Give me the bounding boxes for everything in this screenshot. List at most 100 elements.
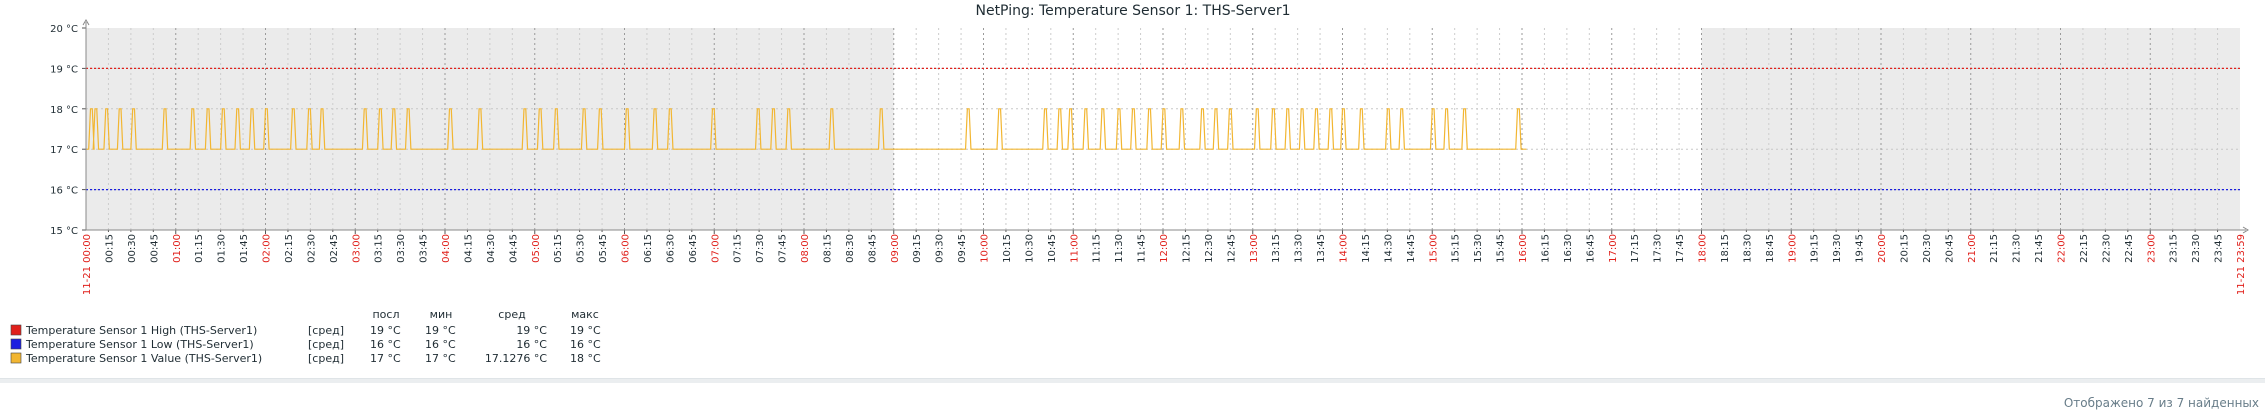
x-tick-label: 19:00 [1787,234,1798,263]
table-footer: Отображено 7 из 7 найденных [0,383,2265,414]
x-tick-label: 17:15 [1630,234,1641,263]
x-tick-label: 11:30 [1114,234,1125,263]
x-tick-label: 11-21 00:00 [82,234,93,295]
y-axis-arrow [82,19,90,26]
legend-min-value: 17 °C [425,352,456,365]
y-tick-label: 20 °C [50,24,78,35]
x-tick-label: 03:45 [419,234,430,263]
x-tick-label: 22:30 [2101,234,2112,263]
x-tick-label: 02:15 [284,234,295,263]
legend: посл мин сред макс Temperature Sensor 1 High… [10,308,601,365]
x-tick-label: 04:45 [508,234,519,263]
y-tick-label: 18 °C [50,105,78,116]
x-tick-label: 23:15 [2169,234,2180,263]
x-tick-label: 10:00 [980,234,991,263]
legend-function: [сред] [308,324,344,337]
x-tick-label: 05:45 [598,234,609,263]
x-tick-label: 12:00 [1159,234,1170,263]
legend-max-value: 18 °C [570,352,601,365]
x-tick-label: 15:00 [1428,234,1439,263]
x-tick-label: 05:15 [553,234,564,263]
legend-avg-value: 17.1276 °C [485,352,547,365]
x-tick-label: 20:30 [1922,234,1933,263]
x-tick-label: 08:30 [845,234,856,263]
series-layer [86,67,2240,191]
x-tick-label: 22:15 [2079,234,2090,263]
x-tick-label: 06:00 [621,234,632,263]
chart-title: NetPing: Temperature Sensor 1: THS-Serve… [975,3,1290,19]
x-tick-label: 08:15 [822,234,833,263]
legend-min-value: 16 °C [425,338,456,351]
x-tick-label: 10:45 [1047,234,1058,263]
x-tick-label: 11:45 [1137,234,1148,263]
x-tick-label: 23:30 [2191,234,2202,263]
legend-swatch [10,352,22,364]
x-tick-label: 21:15 [1989,234,2000,263]
x-tick-label: 09:30 [935,234,946,263]
y-tick-label: 17 °C [50,145,78,156]
x-tick-label: 11:00 [1069,234,1080,263]
x-tick-label: 20:00 [1877,234,1888,263]
legend-max-value: 19 °C [570,324,601,337]
value-line [86,108,1527,150]
legend-max-value: 16 °C [570,338,601,351]
x-tick-label: 08:45 [867,234,878,263]
x-tick-label: 19:45 [1855,234,1866,263]
x-tick-label: 04:15 [463,234,474,263]
axes-layer: 20 °C 19 °C 18 °C 17 °C 16 °C 15 °C 11-21 00:0… [50,19,2249,295]
legend-avg-value: 16 °C [516,338,547,351]
legend-header-last: посл [372,308,399,321]
x-tick-label: 17:45 [1675,234,1686,263]
x-tick-label: 04:00 [441,234,452,263]
x-tick-label: 06:30 [665,234,676,263]
x-tick-label: 11:15 [1092,234,1103,263]
legend-swatch [10,338,22,350]
x-tick-label: 23:00 [2146,234,2157,263]
x-tick-label: 09:15 [912,234,923,263]
legend-last-value: 17 °C [370,352,401,365]
x-tick-label: 23:45 [2214,234,2225,263]
x-tick-label: 22:45 [2124,234,2135,263]
y-tick-label: 16 °C [50,186,78,197]
x-tick-label: 07:30 [755,234,766,263]
x-tick-label: 21:45 [2034,234,2045,263]
x-tick-label: 00:30 [127,234,138,263]
legend-avg-value: 19 °C [516,324,547,337]
x-tick-label: 09:00 [890,234,901,263]
x-tick-label: 16:15 [1540,234,1551,263]
x-tick-label: 05:00 [531,234,542,263]
legend-min-value: 19 °C [425,324,456,337]
x-tick-label: 12:30 [1204,234,1215,263]
x-tick-label: 02:00 [262,234,273,263]
x-tick-label: 05:30 [576,234,587,263]
x-tick-label: 12:15 [1181,234,1192,263]
legend-header-min: мин [430,308,453,321]
chart-svg: NetPing: Temperature Sensor 1: THS-Serve… [10,3,2249,365]
x-tick-label: 06:45 [688,234,699,263]
x-tick-label: 15:45 [1496,234,1507,263]
x-tick-label: 11-21 23:59 [2236,234,2247,295]
graph-panel: NetPing: Temperature Sensor 1: THS-Serve… [10,3,2249,365]
x-tick-label: 14:00 [1339,234,1350,263]
y-tick-label: 15 °C [50,226,78,237]
x-tick-label: 14:15 [1361,234,1372,263]
x-tick-label: 19:15 [1810,234,1821,263]
footer-divider [0,378,2265,383]
x-tick-label: 00:15 [104,234,115,263]
x-tick-label: 07:00 [710,234,721,263]
x-tick-label: 01:45 [239,234,250,263]
x-tick-label: 07:15 [733,234,744,263]
x-tick-label: 09:45 [957,234,968,263]
x-tick-label: 13:15 [1271,234,1282,263]
x-tick-label: 20:15 [1899,234,1910,263]
x-tick-label: 01:00 [172,234,183,263]
x-tick-label: 02:45 [329,234,340,263]
x-tick-label: 12:45 [1226,234,1237,263]
legend-series-name: Temperature Sensor 1 High (THS-Server1) [25,324,257,337]
x-axis-arrow [2242,226,2249,234]
x-tick-label: 13:45 [1316,234,1327,263]
x-tick-label: 18:45 [1765,234,1776,263]
legend-last-value: 19 °C [370,324,401,337]
x-tick-label: 03:15 [374,234,385,263]
x-tick-label: 17:00 [1608,234,1619,263]
